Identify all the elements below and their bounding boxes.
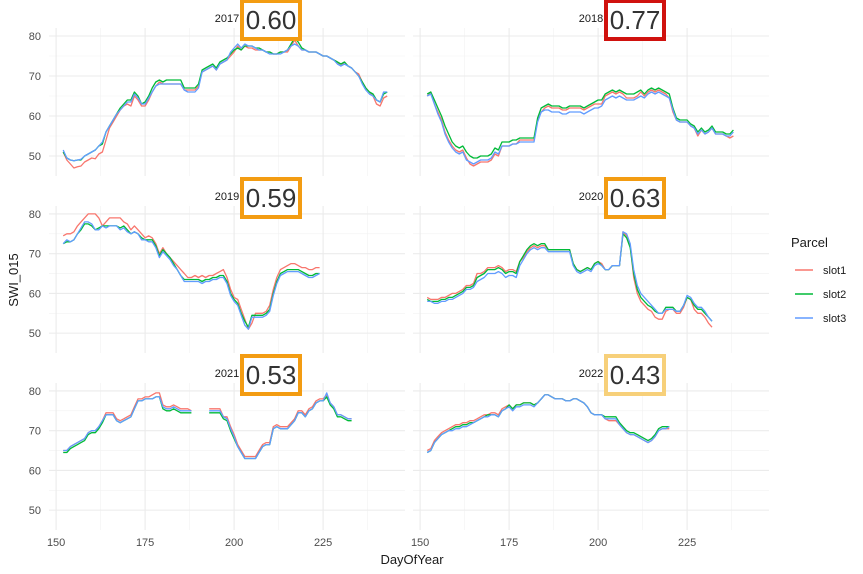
- series-line-slot2: [63, 396, 352, 460]
- legend-label: slot1: [823, 265, 846, 277]
- score-box: [604, 354, 666, 396]
- y-tick-label: 80: [29, 386, 41, 398]
- series-line-slot1: [63, 392, 352, 458]
- series-line-slot1: [426, 394, 670, 452]
- score-box: [240, 354, 302, 396]
- score-value: 0.43: [610, 360, 661, 390]
- legend-label: slot2: [823, 289, 846, 301]
- x-tick-label: 200: [225, 537, 243, 549]
- panel-title: 2018: [579, 13, 603, 25]
- score-value: 0.60: [246, 5, 297, 35]
- y-tick-label: 80: [29, 31, 41, 43]
- x-axis-title: DayOfYear: [380, 552, 444, 567]
- panel-title: 2021: [215, 368, 239, 380]
- series-line-slot3: [426, 91, 734, 165]
- x-tick-label: 225: [314, 537, 332, 549]
- panel-2018: 2018 0.77: [413, 0, 769, 176]
- score-value: 0.77: [610, 5, 661, 35]
- panel-2020: 2020 0.63: [413, 177, 769, 353]
- series-line-slot2: [62, 37, 388, 162]
- x-tick-label: 175: [136, 537, 154, 549]
- x-tick-label: 200: [589, 537, 607, 549]
- panel-title: 2019: [215, 191, 239, 203]
- score-box: [604, 0, 666, 41]
- y-tick-label: 60: [29, 288, 41, 300]
- legend-label: slot3: [823, 313, 846, 325]
- y-tick-label: 70: [29, 71, 41, 83]
- y-tick-label: 70: [29, 426, 41, 438]
- panel-2019: 50 60 70 80 2019 0.59: [29, 177, 405, 353]
- series-line-slot1: [426, 231, 713, 328]
- score-value: 0.63: [610, 183, 661, 213]
- x-tick-label: 150: [411, 537, 429, 549]
- y-tick-label: 60: [29, 111, 41, 123]
- score-value: 0.53: [246, 360, 297, 390]
- score-box: [240, 177, 302, 219]
- y-tick-label: 60: [29, 465, 41, 477]
- panel-title: 2022: [579, 368, 603, 380]
- y-tick-label: 80: [29, 209, 41, 221]
- x-tick-label: 150: [47, 537, 65, 549]
- x-tick-label: 175: [500, 537, 518, 549]
- y-axis-title: SWI_015: [6, 253, 21, 306]
- panels-layer: 50 60 70 80 2017 0.60 2018 0.77 50 60 70 80 2019 0.59…: [29, 0, 769, 549]
- series-line-slot3: [426, 394, 670, 454]
- panel-2017: 50 60 70 80 2017 0.60: [29, 0, 405, 176]
- legend-entries: slot1 slot2 slot3: [795, 265, 846, 325]
- series-line-slot2: [426, 87, 734, 159]
- y-tick-label: 50: [29, 505, 41, 517]
- panel-title: 2020: [579, 191, 603, 203]
- panel-title: 2017: [215, 13, 239, 25]
- series-line-slot2: [62, 223, 320, 328]
- x-tick-label: 225: [678, 537, 696, 549]
- score-box: [240, 0, 302, 41]
- legend: Parcel slot1 slot2 slot3: [791, 235, 846, 325]
- y-tick-label: 50: [29, 328, 41, 340]
- panel-2022: 150 175 200 225 2022 0.43: [411, 354, 769, 549]
- series-line-slot3: [62, 43, 388, 162]
- series-line-slot2: [426, 394, 670, 454]
- panel-2021: 50 60 70 80 150 175 200 225 2021 0.53: [29, 354, 405, 549]
- series-line-slot3: [62, 221, 320, 330]
- series-line-slot2: [426, 233, 713, 322]
- legend-title: Parcel: [791, 235, 828, 250]
- score-value: 0.59: [246, 183, 297, 213]
- series-line-slot1: [62, 213, 320, 330]
- series-line-slot3: [427, 231, 713, 322]
- score-box: [604, 177, 666, 219]
- series-line-slot3: [63, 392, 352, 460]
- y-tick-label: 50: [29, 151, 41, 163]
- y-tick-label: 70: [29, 249, 41, 261]
